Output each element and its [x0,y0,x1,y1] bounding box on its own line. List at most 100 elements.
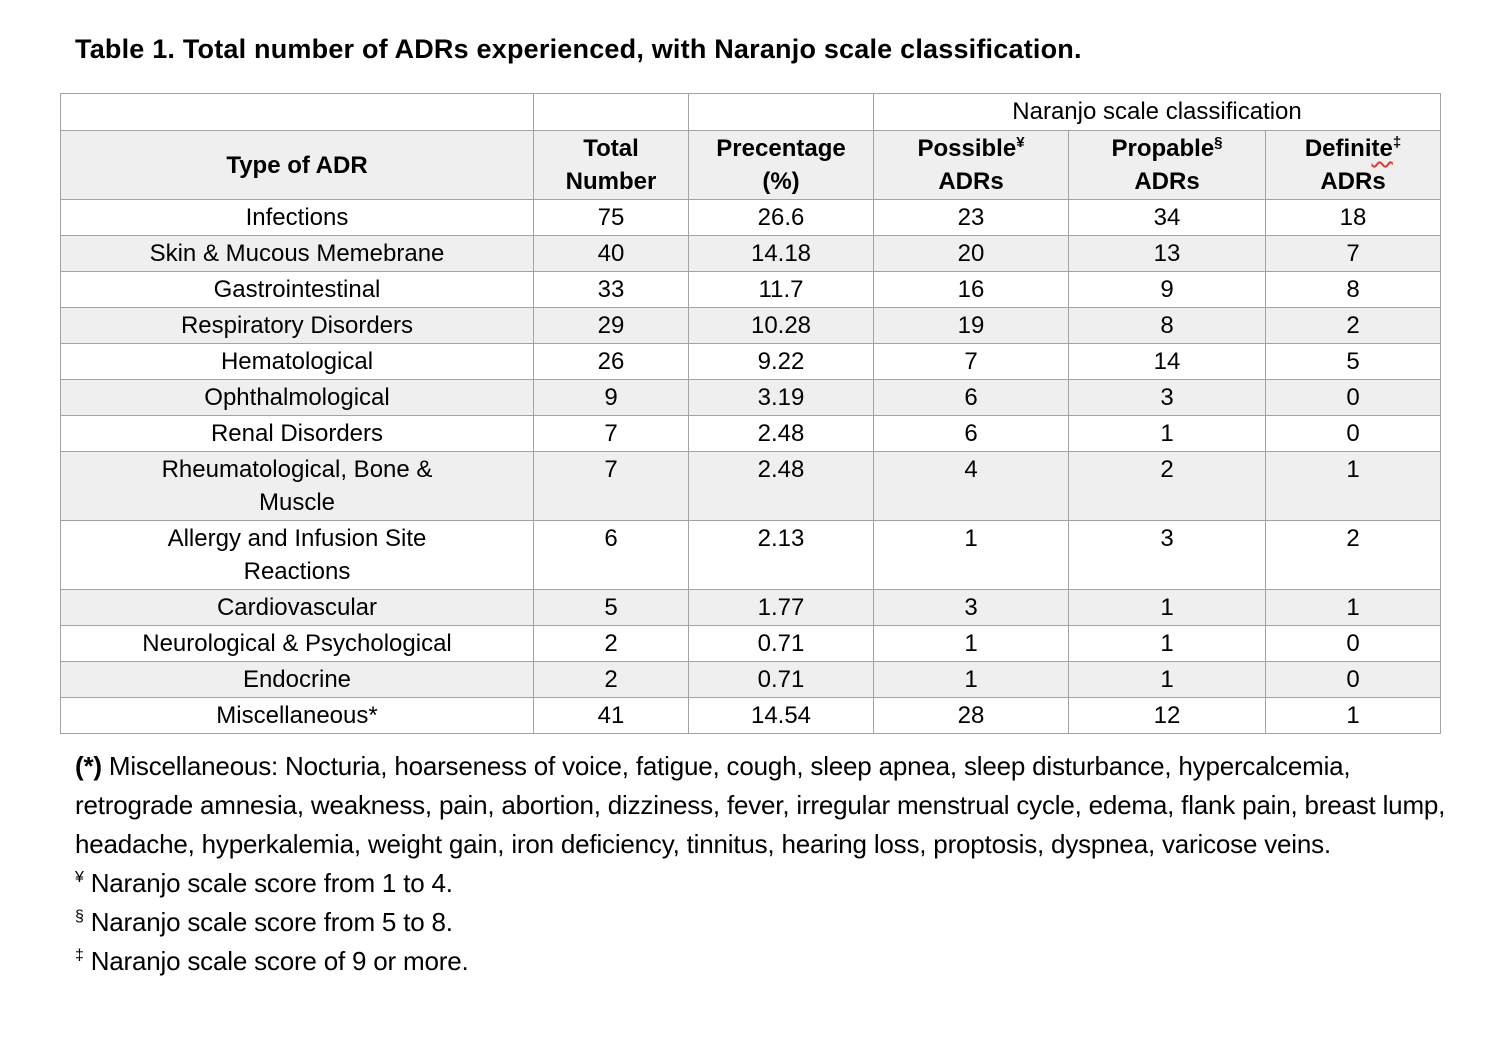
cell-percentage: 14.54 [688,697,874,734]
section-marker: § [75,908,84,926]
table-row-endocrine: Endocrine 2 0.71 1 1 0 [60,661,1442,698]
cell-propable: 1 [1068,661,1266,698]
cell-percentage: 0.71 [688,661,874,698]
footnote-double-dagger: ‡ Naranjo scale score of 9 or more. [75,942,1467,981]
cell-total: 6 [533,520,689,590]
cell-percentage: 0.71 [688,625,874,662]
cell-propable: 9 [1068,271,1266,308]
document-page: Table 1. Total number of ADRs experience… [60,34,1467,981]
cell-total: 40 [533,235,689,272]
cell-possible: 20 [873,235,1069,272]
yen-superscript: ¥ [1016,134,1025,151]
cell-definite: 1 [1264,451,1442,521]
cell-propable: 13 [1068,235,1266,272]
footnote-section: § Naranjo scale score from 5 to 8. [75,903,1467,942]
cell-possible: 1 [873,661,1069,698]
cell-possible: 19 [873,307,1069,344]
cell-definite: 8 [1264,271,1442,308]
cell-definite: 1 [1264,589,1442,626]
cell-total: 7 [533,451,689,521]
table-row-cardiovascular: Cardiovascular 5 1.77 3 1 1 [60,589,1442,626]
cell-propable: 1 [1068,589,1266,626]
table-row-allergy-infusion: Allergy and Infusion Site Reactions 6 2.… [60,520,1442,590]
section-superscript: § [1214,134,1223,151]
table-row-infections: Infections 75 26.6 23 34 18 [60,199,1442,236]
column-header-type-of-adr: Type of ADR [60,130,534,200]
cell-definite: 0 [1264,625,1442,662]
cell-percentage: 9.22 [688,343,874,380]
cell-definite: 7 [1264,235,1442,272]
cell-definite: 5 [1264,343,1442,380]
cell-definite: 0 [1264,661,1442,698]
double-dagger-marker: ‡ [75,947,84,965]
cell-propable: 3 [1068,520,1266,590]
footnote-yen: ¥ Naranjo scale score from 1 to 4. [75,864,1467,903]
cell-adr-type: Respiratory Disorders [60,307,534,344]
table-row-hematological: Hematological 26 9.22 7 14 5 [60,343,1442,380]
table-row-rheumatological: Rheumatological, Bone & Muscle 7 2.48 4 … [60,451,1442,521]
cell-propable: 8 [1068,307,1266,344]
propable-label: Propable [1111,135,1215,162]
cell-adr-type: Cardiovascular [60,589,534,626]
table-row-gastrointestinal: Gastrointestinal 33 11.7 16 9 8 [60,271,1442,308]
cell-propable: 34 [1068,199,1266,236]
cell-percentage: 3.19 [688,379,874,416]
adrs-label: ADRs [938,168,1004,195]
adrs-label: ADRs [1134,168,1200,195]
column-header-possible-adrs: Possible¥ ADRs [873,130,1069,200]
table-row-respiratory: Respiratory Disorders 29 10.28 19 8 2 [60,307,1442,344]
column-header-total-number: Total Number [533,130,689,200]
cell-adr-type: Ophthalmological [60,379,534,416]
cell-definite: 0 [1264,415,1442,452]
column-header-propable-adrs: Propable§ ADRs [1068,130,1266,200]
cell-adr-type: Allergy and Infusion Site Reactions [60,520,534,590]
cell-total: 33 [533,271,689,308]
cell-possible: 6 [873,415,1069,452]
cell-percentage: 11.7 [688,271,874,308]
spellcheck-squiggle: te [1371,135,1393,162]
cell-propable: 2 [1068,451,1266,521]
cell-adr-type: Renal Disorders [60,415,534,452]
cell-adr-type: Endocrine [60,661,534,698]
cell-propable: 3 [1068,379,1266,416]
cell-definite: 2 [1264,520,1442,590]
footnote-section-text: Naranjo scale score from 5 to 8. [90,907,453,937]
possible-label: Possible [917,135,1017,162]
footnotes: (*) Miscellaneous: Nocturia, hoarseness … [75,747,1467,981]
cell-percentage: 2.13 [688,520,874,590]
asterisk-marker: (*) [75,751,102,781]
footnote-miscellaneous-text: Miscellaneous: Nocturia, hoarseness of v… [75,751,1446,859]
definite-label: Defini [1304,135,1372,162]
cell-definite: 2 [1264,307,1442,344]
double-dagger-superscript: ‡ [1392,134,1402,151]
adrs-label: ADRs [1320,168,1386,195]
adr-table: Naranjo scale classification Type of ADR… [60,93,1442,734]
empty-header-cell [688,93,874,131]
cell-possible: 3 [873,589,1069,626]
table-row-ophthalmological: Ophthalmological 9 3.19 6 3 0 [60,379,1442,416]
cell-total: 2 [533,661,689,698]
cell-percentage: 2.48 [688,415,874,452]
cell-possible: 16 [873,271,1069,308]
cell-possible: 28 [873,697,1069,734]
cell-total: 5 [533,589,689,626]
cell-definite: 18 [1264,199,1442,236]
footnote-miscellaneous: (*) Miscellaneous: Nocturia, hoarseness … [75,747,1467,864]
cell-possible: 23 [873,199,1069,236]
table-title: Table 1. Total number of ADRs experience… [75,34,1082,64]
cell-propable: 1 [1068,415,1266,452]
cell-adr-type: Neurological & Psychological [60,625,534,662]
cell-possible: 6 [873,379,1069,416]
empty-header-cell [533,93,689,131]
cell-total: 41 [533,697,689,734]
cell-possible: 1 [873,625,1069,662]
cell-propable: 1 [1068,625,1266,662]
table-row-miscellaneous: Miscellaneous* 41 14.54 28 12 1 [60,697,1442,734]
empty-header-cell [60,93,534,131]
cell-adr-type: Infections [60,199,534,236]
cell-adr-type: Skin & Mucous Memebrane [60,235,534,272]
group-header-row: Naranjo scale classification [60,93,1442,131]
cell-percentage: 2.48 [688,451,874,521]
cell-total: 26 [533,343,689,380]
cell-percentage: 10.28 [688,307,874,344]
